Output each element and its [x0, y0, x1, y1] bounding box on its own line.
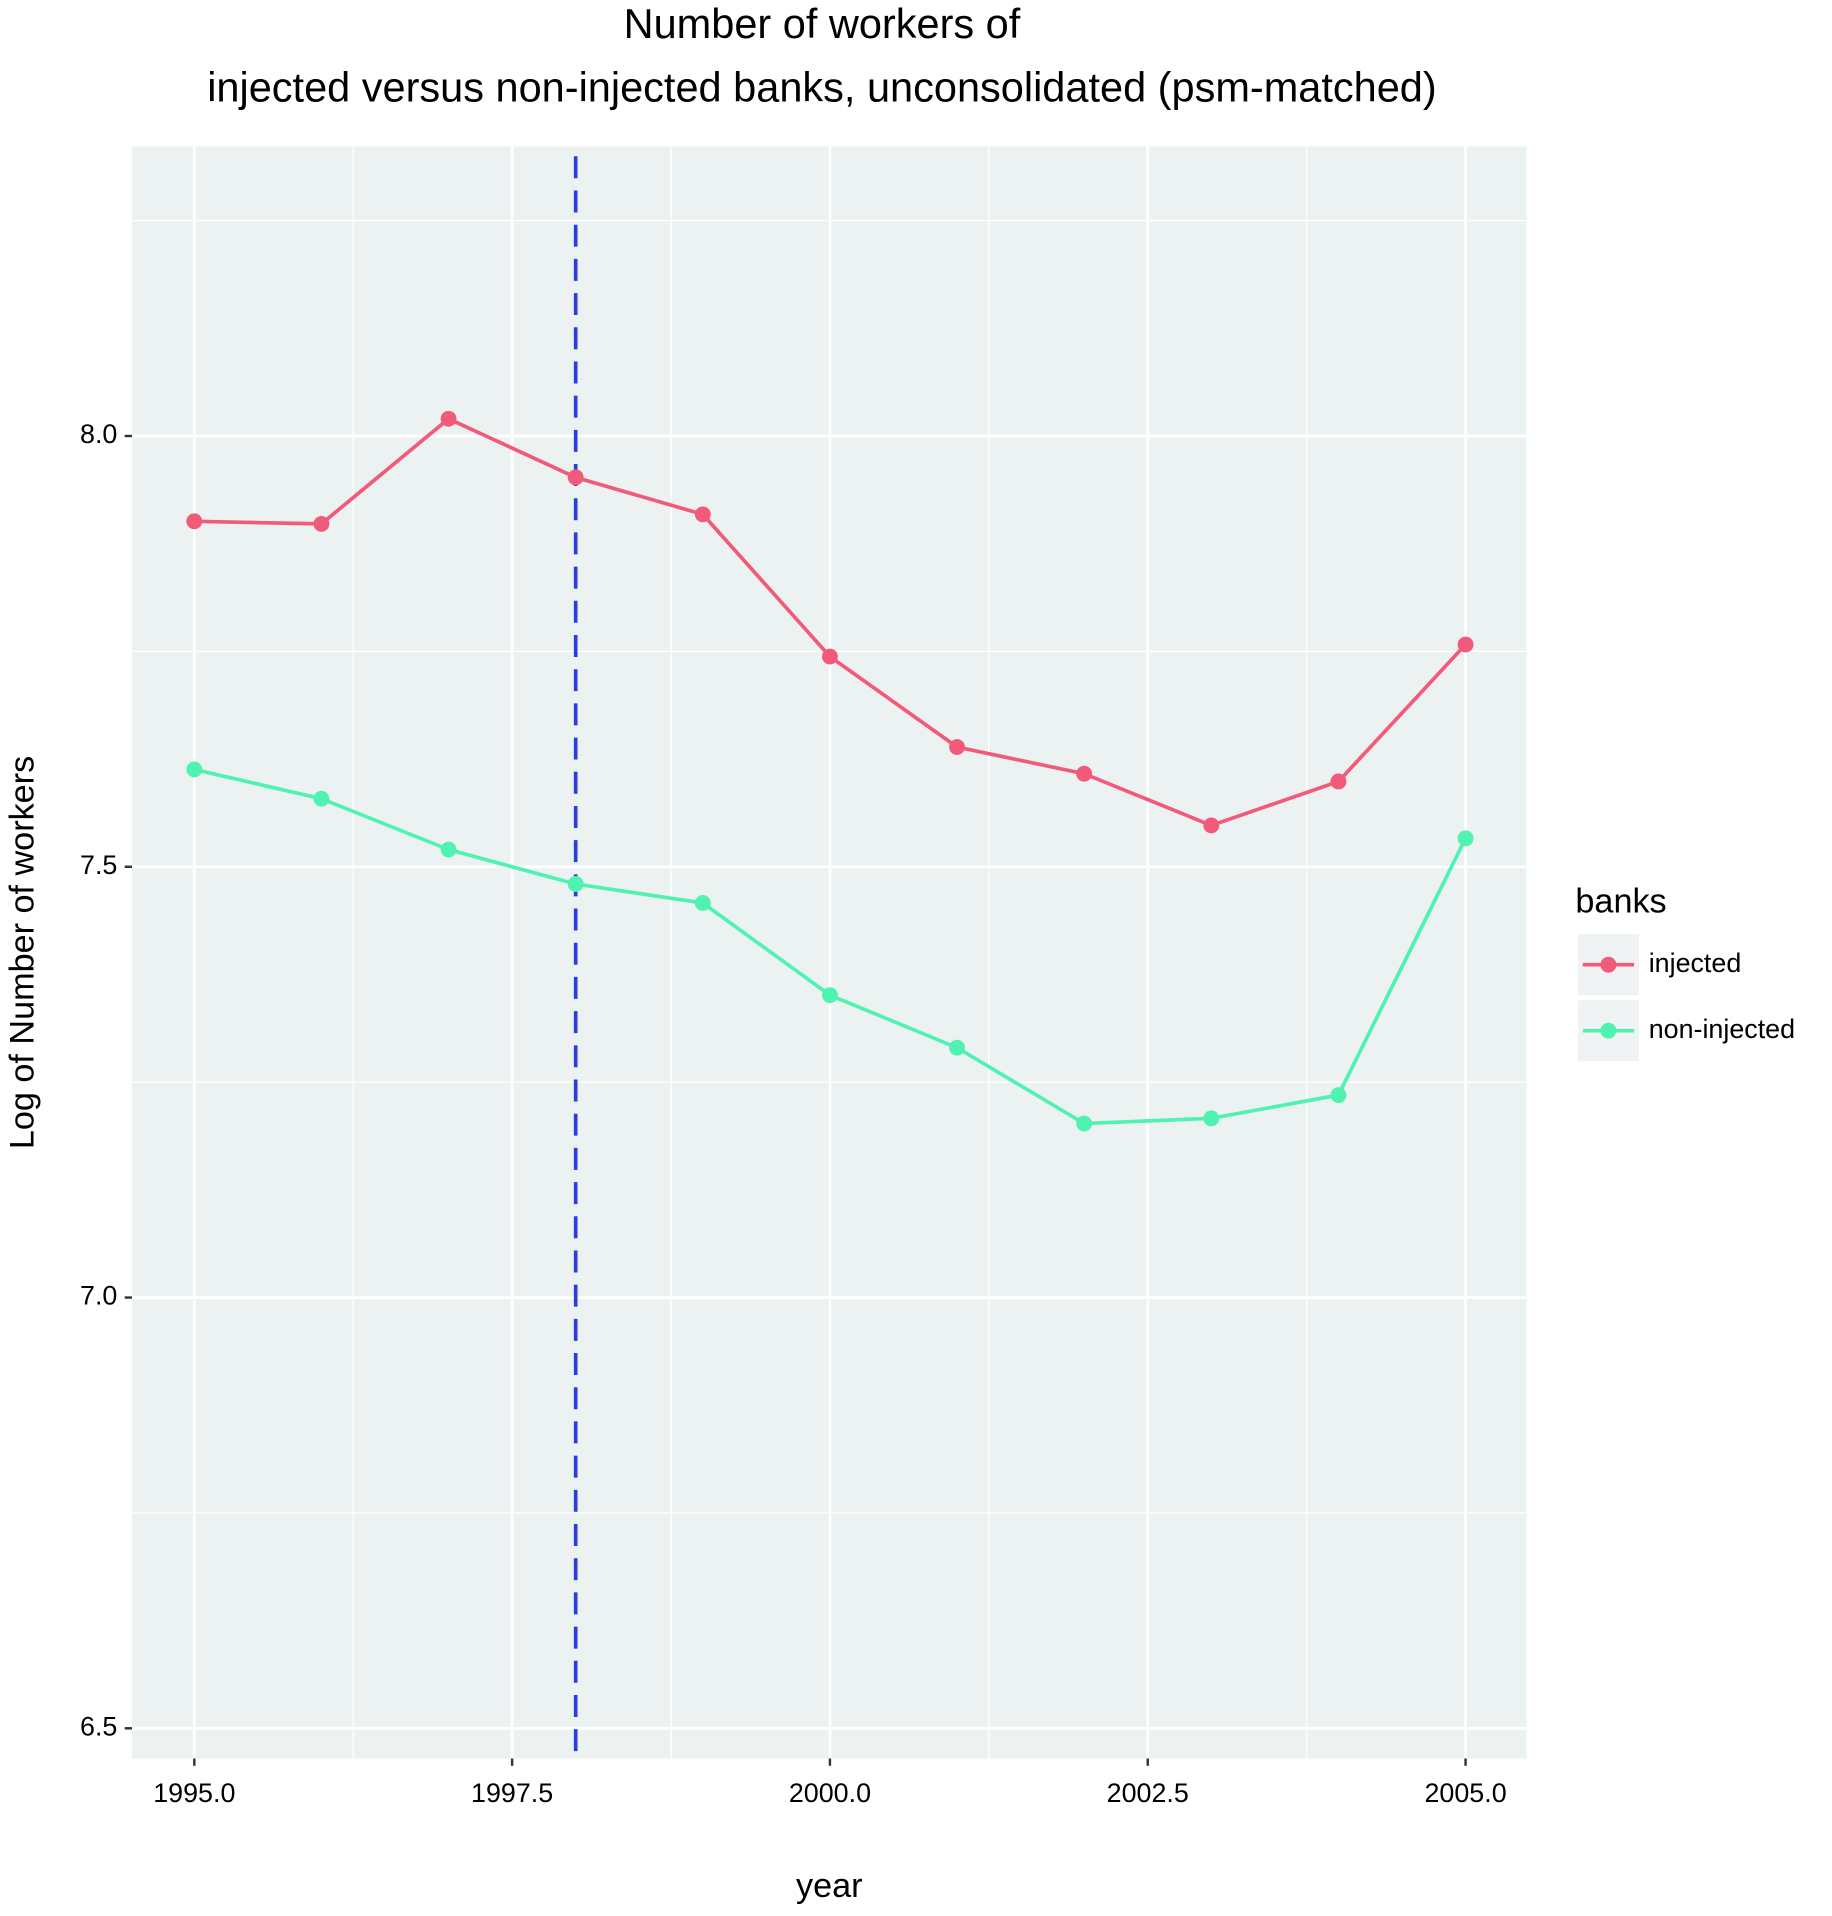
legend-marker	[1600, 1022, 1617, 1039]
legend-label: injected	[1649, 948, 1742, 978]
chart-title: Number of workers of	[624, 0, 1021, 47]
data-point	[821, 987, 838, 1004]
data-point	[1330, 773, 1347, 790]
data-point	[1203, 817, 1220, 834]
data-point	[949, 739, 965, 755]
data-point	[313, 790, 330, 807]
y-tick-label: 7.5	[80, 850, 117, 880]
data-point	[1457, 830, 1474, 847]
x-axis-label: year	[796, 1867, 863, 1905]
data-point	[1076, 1115, 1093, 1132]
y-tick-label: 6.5	[80, 1711, 117, 1741]
data-point	[440, 841, 457, 858]
y-tick-label: 8.0	[80, 419, 117, 449]
data-point	[1330, 1087, 1347, 1104]
y-tick-label: 7.0	[80, 1281, 117, 1311]
data-point	[186, 761, 203, 778]
legend-label: non-injected	[1649, 1014, 1795, 1044]
chart-title: injected versus non-injected banks, unco…	[207, 63, 1437, 110]
data-point	[567, 469, 584, 486]
y-axis-label: Log of Number of workers	[4, 756, 42, 1149]
legend-marker	[1600, 956, 1617, 973]
data-point	[440, 410, 457, 427]
data-point	[694, 895, 711, 911]
data-point	[313, 515, 330, 532]
x-tick-label: 2005.0	[1424, 1778, 1506, 1808]
x-tick-label: 1995.0	[153, 1778, 235, 1808]
data-point	[1457, 636, 1474, 653]
data-point	[1203, 1110, 1220, 1127]
data-point	[949, 1039, 965, 1056]
data-point	[821, 648, 838, 665]
x-tick-label: 2000.0	[789, 1778, 871, 1808]
data-point	[186, 513, 203, 530]
data-point	[567, 876, 584, 892]
legend-title: banks	[1575, 883, 1666, 921]
x-tick-label: 2002.5	[1107, 1778, 1189, 1808]
data-point	[1076, 765, 1093, 782]
data-point	[694, 506, 711, 523]
x-tick-label: 1997.5	[471, 1778, 553, 1808]
